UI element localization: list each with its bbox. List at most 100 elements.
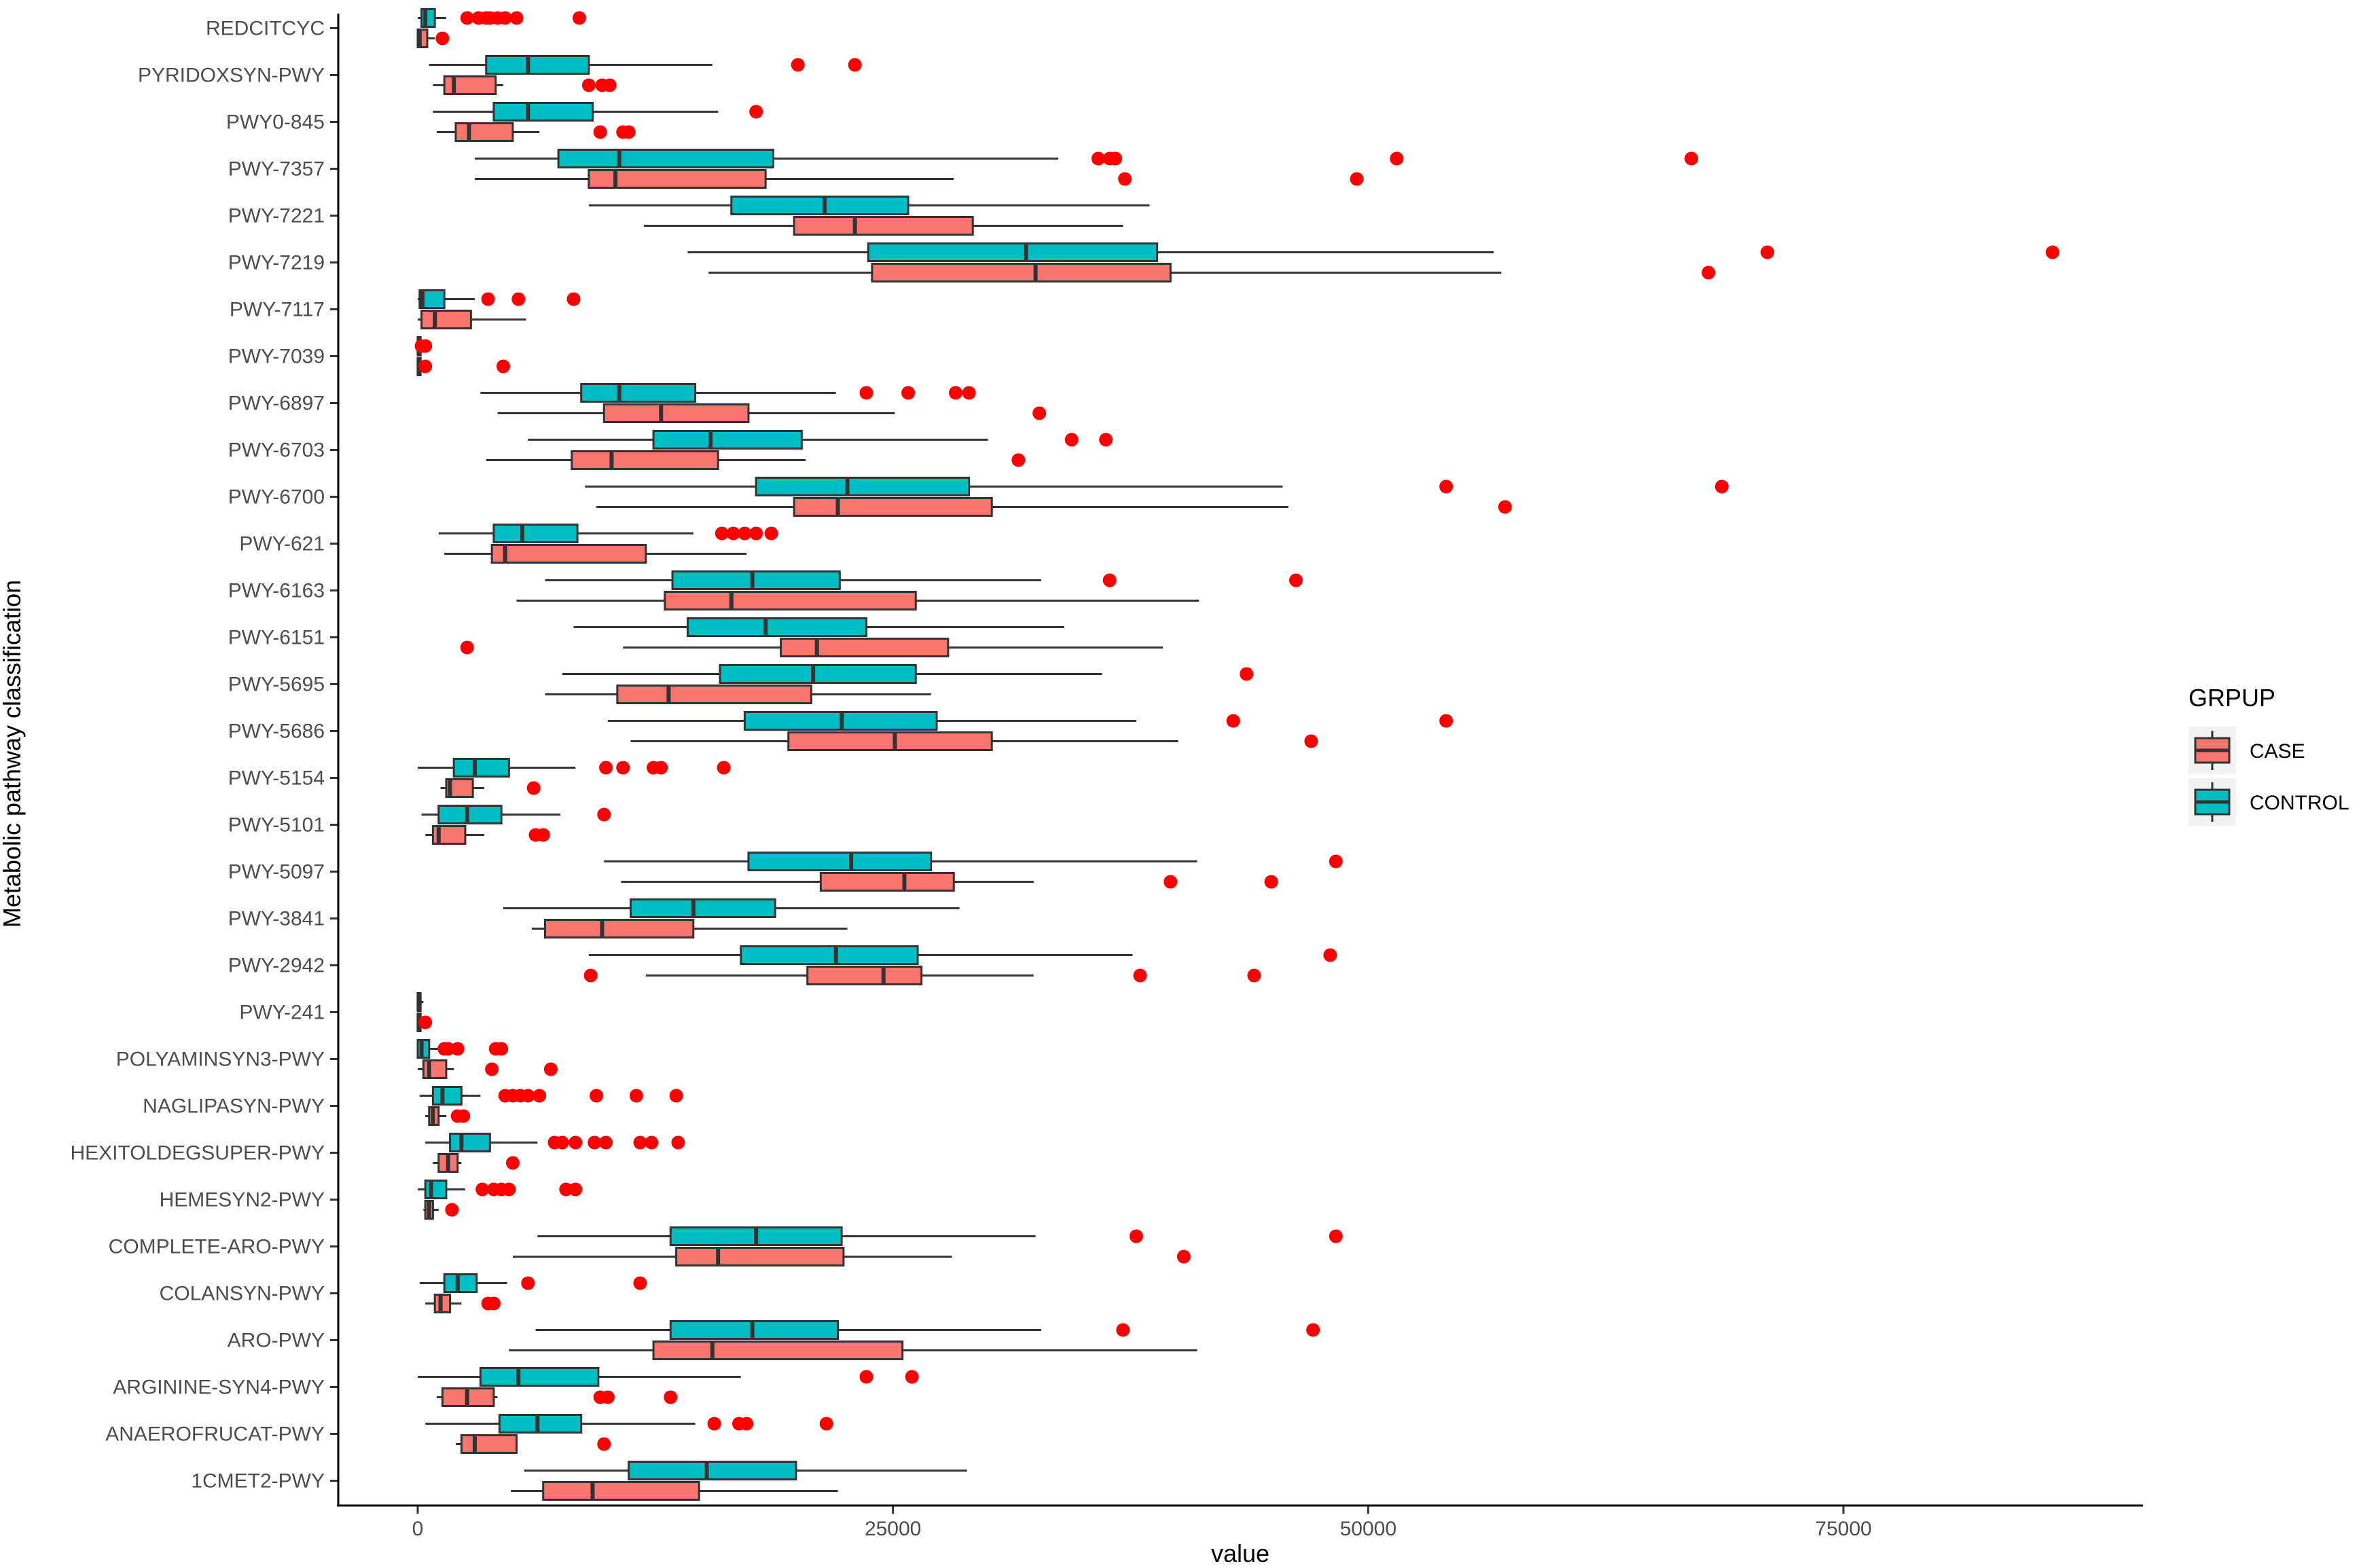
iqr-box — [498, 1414, 583, 1434]
outlier-point — [848, 58, 862, 72]
iqr-box — [793, 497, 993, 517]
box-redcitcyc-case — [416, 29, 450, 48]
outlier-point — [569, 1135, 583, 1150]
box-pwy-7219-control — [687, 242, 2059, 262]
outlier-point — [1439, 479, 1454, 494]
y-tick-label: ARGININE-SYN4-PWY — [113, 1376, 325, 1399]
box-pwy-7357-control — [474, 149, 1699, 168]
outlier-point — [590, 1089, 604, 1103]
outlier-point — [581, 78, 596, 92]
box-colansyn-pwy-case — [425, 1294, 501, 1313]
outlier-point — [633, 1135, 647, 1150]
outlier-point — [1109, 151, 1123, 166]
outlier-point — [1091, 151, 1105, 166]
box-pwy-7221-case — [644, 216, 1123, 236]
outlier-point — [749, 105, 763, 119]
box-aro-pwy-case — [509, 1341, 1197, 1360]
outlier-point — [533, 1089, 547, 1103]
outlier-point — [559, 1182, 573, 1197]
outlier-point — [1064, 433, 1079, 447]
y-tick-label: PYRIDOXSYN-PWY — [138, 65, 325, 87]
outlier-point — [1118, 172, 1132, 186]
box-pwy-3841-case — [531, 919, 848, 938]
outlier-point — [543, 1062, 558, 1076]
iqr-box — [479, 1367, 600, 1387]
outlier-point — [621, 125, 636, 139]
outlier-point — [1011, 453, 1026, 467]
box-pwy-7221-control — [588, 196, 1150, 215]
iqr-box — [719, 664, 917, 684]
outlier-point — [949, 386, 963, 400]
y-axis: REDCITCYC PYRIDOXSYN-PWY PWY0-845 PWY-7357 P… — [70, 18, 338, 1493]
outlier-point — [633, 1276, 647, 1290]
box-pwy-5097-control — [604, 852, 1343, 871]
y-tick-label: PWY-2942 — [228, 955, 325, 977]
iqr-box — [602, 403, 750, 423]
outlier-point — [1240, 667, 1254, 681]
outlier-point — [481, 292, 495, 306]
box-pwy-6700-control — [585, 477, 1729, 496]
y-tick-label: PWY-241 — [239, 1002, 325, 1024]
iqr-box — [588, 169, 767, 189]
outlier-point — [555, 1135, 569, 1150]
iqr-box — [492, 524, 579, 543]
box-pwy-6163-control — [545, 570, 1303, 590]
box-pwy-6703-control — [528, 430, 1113, 450]
y-tick-label: REDCITCYC — [206, 18, 325, 40]
series-control — [414, 8, 2059, 1480]
iqr-box — [793, 216, 974, 236]
y-tick-label: PWY-3841 — [228, 908, 325, 930]
outlier-point — [441, 1042, 455, 1056]
y-tick-label: PWY-7039 — [228, 346, 325, 368]
box-polyaminsyn3-pwy-case — [418, 1059, 558, 1079]
box-arginine-syn4-pwy-control — [418, 1367, 919, 1387]
iqr-box — [437, 805, 503, 824]
iqr-box — [652, 430, 803, 450]
outlier-point — [593, 125, 607, 139]
iqr-box — [730, 196, 909, 215]
iqr-box — [675, 1247, 845, 1266]
outlier-point — [536, 828, 550, 842]
outlier-point — [1714, 479, 1729, 494]
outlier-point — [521, 1276, 535, 1290]
x-tick-label: 25000 — [865, 1518, 921, 1540]
outlier-point — [418, 359, 433, 373]
y-tick-label: ANAEROFRUCAT-PWY — [105, 1423, 325, 1446]
outlier-point — [1133, 968, 1147, 983]
x-tick-label: 50000 — [1340, 1518, 1396, 1540]
box-hexitoldegsuper-pwy-control — [425, 1133, 685, 1152]
box-pwy-7039-control — [414, 336, 433, 356]
y-tick-label: PWY-5101 — [228, 814, 325, 837]
box-hexitoldegsuper-pwy-case — [433, 1153, 520, 1173]
box-pwy-6897-control — [480, 383, 976, 403]
legend-label-case: CASE — [2250, 740, 2305, 763]
outlier-point — [1288, 573, 1303, 587]
y-tick-label: PWY0-845 — [226, 111, 325, 134]
y-tick-label: PWY-6897 — [228, 393, 325, 415]
outlier-point — [1323, 948, 1337, 962]
y-tick-label: HEMESYN2-PWY — [160, 1189, 325, 1211]
iqr-box — [686, 617, 867, 637]
y-tick-label: POLYAMINSYN3-PWY — [116, 1049, 325, 1071]
box-arginine-syn4-pwy-case — [436, 1387, 678, 1407]
iqr-box — [740, 945, 919, 965]
iqr-box — [460, 1434, 518, 1454]
outlier-point — [502, 1182, 516, 1197]
outlier-point — [485, 1062, 499, 1076]
outlier-point — [599, 761, 613, 775]
outlier-point — [588, 1135, 602, 1150]
y-tick-label: NAGLIPASYN-PWY — [143, 1095, 325, 1118]
outlier-point — [629, 1089, 643, 1103]
outlier-point — [2045, 245, 2059, 259]
box-pwy-7117-case — [418, 310, 526, 329]
box-pwy-7219-case — [708, 263, 1716, 282]
outlier-point — [1176, 1250, 1191, 1264]
box-pwy-241-control — [416, 992, 424, 1012]
box-complete-aro-pwy-case — [512, 1247, 1191, 1266]
box-pwy-6703-case — [486, 450, 1026, 470]
outlier-point — [418, 339, 433, 353]
y-tick-label: PWY-5154 — [228, 767, 325, 790]
box-pwy-5101-case — [425, 825, 550, 845]
box-hemesyn2-pwy-control — [418, 1180, 583, 1199]
x-tick-label: 75000 — [1815, 1518, 1871, 1540]
